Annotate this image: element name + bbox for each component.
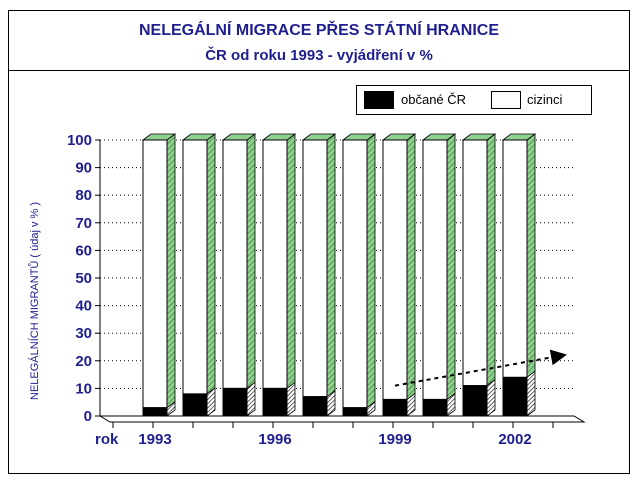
bar-side-foreigners (486, 133, 496, 387)
bar-side-foreigners (446, 133, 456, 401)
bar-citizens (342, 407, 368, 417)
bar-foreigners (182, 139, 208, 395)
bar-citizens (142, 407, 168, 417)
chart-subtitle: ČR od roku 1993 - vyjádření v % (205, 47, 433, 64)
bar-foreigners (222, 139, 248, 389)
labels: 0 10 20 30 40 50 60 70 80 90 100 1993 1996 1999 2002 (67, 132, 567, 448)
legend-swatch-citizens (364, 91, 394, 109)
x-tick-label: 1993 (138, 431, 171, 448)
y-axis-label: NELEGÁLNÍCH MIGRANTŮ ( údaj v % ) (28, 202, 41, 400)
bar-side-foreigners (286, 133, 296, 390)
bar-side-foreigners (326, 133, 336, 398)
y-tick-label: 90 (75, 160, 92, 177)
y-tick-label: 70 (75, 215, 92, 232)
bars (141, 133, 537, 417)
bar-citizens (262, 387, 288, 417)
bar-foreigners (462, 139, 488, 387)
bar-foreigners (502, 139, 528, 378)
y-tick-label: 30 (75, 325, 92, 342)
grid (100, 139, 574, 389)
bar-citizens (422, 398, 448, 417)
x-tick-label: 2002 (498, 431, 531, 448)
bar-side-foreigners (406, 133, 416, 401)
bar-side-foreigners (526, 133, 536, 379)
legend-swatch-foreigners (491, 91, 521, 109)
bar-foreigners (382, 139, 408, 400)
bar-side-citizens (526, 370, 536, 417)
y-tick-label: 20 (75, 353, 92, 370)
bar-foreigners (342, 139, 368, 409)
bar-side-citizens (486, 378, 496, 417)
bar-citizens (462, 385, 488, 417)
axes (95, 139, 586, 428)
bar-side-foreigners (206, 133, 216, 395)
y-tick-label: 80 (75, 187, 92, 204)
y-tick-label: 100 (67, 132, 92, 149)
bar-citizens (222, 387, 248, 417)
y-tick-label: 10 (75, 380, 92, 397)
x-axis-label: rok (95, 431, 119, 448)
bar-side-citizens (246, 381, 256, 417)
bar-foreigners (302, 139, 328, 398)
bar-foreigners (142, 139, 168, 409)
x-tick-label: 1999 (378, 431, 411, 448)
bar-foreigners (422, 139, 448, 400)
y-tick-label: 60 (75, 242, 92, 259)
x-tick-label: 1996 (258, 431, 291, 448)
bar-side-foreigners (366, 133, 376, 409)
legend: občané ČR cizinci (356, 85, 592, 115)
chart-frame (8, 10, 630, 474)
bar-citizens (382, 398, 408, 417)
bar-foreigners (262, 139, 288, 389)
y-tick-label: 40 (75, 298, 92, 315)
chart-title: NELEGÁLNÍ MIGRACE PŘES STÁTNÍ HRANICE (138, 22, 499, 39)
legend-label-foreigners: cizinci (527, 92, 563, 107)
bar-side-foreigners (246, 133, 256, 390)
bar-citizens (502, 376, 528, 417)
title-box: NELEGÁLNÍ MIGRACE PŘES STÁTNÍ HRANICE ČR… (8, 10, 630, 71)
bar-side-citizens (286, 381, 296, 417)
y-tick-label: 50 (75, 270, 92, 287)
floor (98, 415, 586, 423)
y-tick-label: 0 (84, 408, 92, 425)
legend-label-citizens: občané ČR (401, 92, 467, 107)
bar-citizens (182, 393, 208, 417)
bar-citizens (302, 396, 328, 417)
bar-side-foreigners (166, 133, 176, 409)
